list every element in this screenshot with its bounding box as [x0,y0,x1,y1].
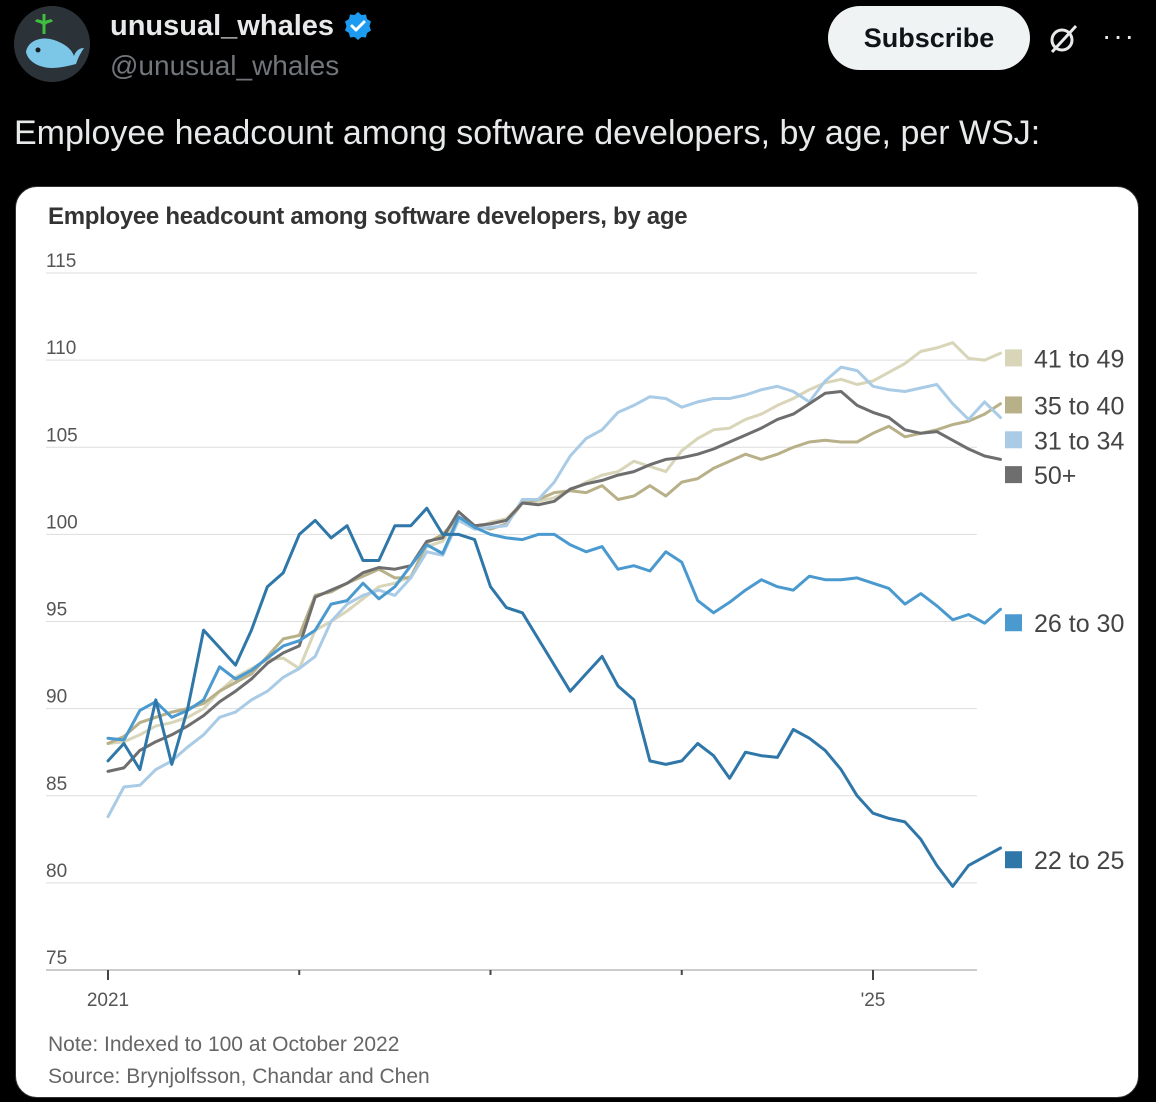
series-line-41-to-49 [106,341,1002,745]
y-tick-label: 80 [46,861,67,882]
y-tick-label: 105 [46,425,78,446]
y-tick-label: 100 [46,512,78,533]
y-tick-label: 85 [46,774,67,795]
chart-title: Employee headcount among software develo… [48,203,688,230]
verified-badge-icon [342,10,374,47]
y-tick-label: 75 [46,948,67,969]
legend-swatch [1005,396,1022,414]
more-icon[interactable]: ··· [1102,20,1136,51]
chart-image-card[interactable]: Employee headcount among software develo… [15,186,1139,1098]
grok-icon[interactable] [1046,22,1080,61]
legend-label: 26 to 30 [1034,610,1124,638]
y-tick-label: 115 [46,251,76,272]
x-tick-label: 2021 [87,990,129,1011]
y-tick-label: 90 [46,687,67,708]
legend-label: 35 to 40 [1034,392,1124,420]
user-handle[interactable]: @unusual_whales [110,50,340,81]
subscribe-button[interactable]: Subscribe [828,6,1030,70]
legend-label: 31 to 34 [1034,427,1124,455]
line-chart: 115 110 105 100 95 90 85 80 75 2021 '25 41 to 49 35 … [46,251,1124,1011]
legend-swatch [1005,431,1022,449]
legend-swatch [1005,466,1022,484]
y-tick-label: 110 [46,338,76,359]
series-line-35-to-40 [106,402,1002,745]
display-name[interactable]: unusual_whales [110,10,335,42]
chart-note: Note: Indexed to 100 at October 2022 [48,1033,400,1056]
avatar[interactable] [14,6,90,82]
y-tick-label: 95 [46,600,67,621]
series-line-50plus [106,390,1002,773]
chart-source: Source: Brynjolfsson, Chandar and Chen [48,1065,430,1088]
legend-label: 22 to 25 [1034,847,1124,875]
series-line-22-to-25 [106,506,1002,888]
legend-swatch [1005,614,1022,632]
tweet-text: Employee headcount among software develo… [14,114,1041,152]
legend-swatch [1005,349,1022,367]
whale-avatar-icon [14,6,90,82]
series-line-26-to-30 [106,515,1002,742]
legend-label: 41 to 49 [1034,345,1124,373]
legend-swatch [1005,851,1022,869]
legend-label: 50+ [1034,462,1076,490]
series-line-31-to-34 [106,365,1002,819]
x-tick-label: '25 [861,990,886,1011]
